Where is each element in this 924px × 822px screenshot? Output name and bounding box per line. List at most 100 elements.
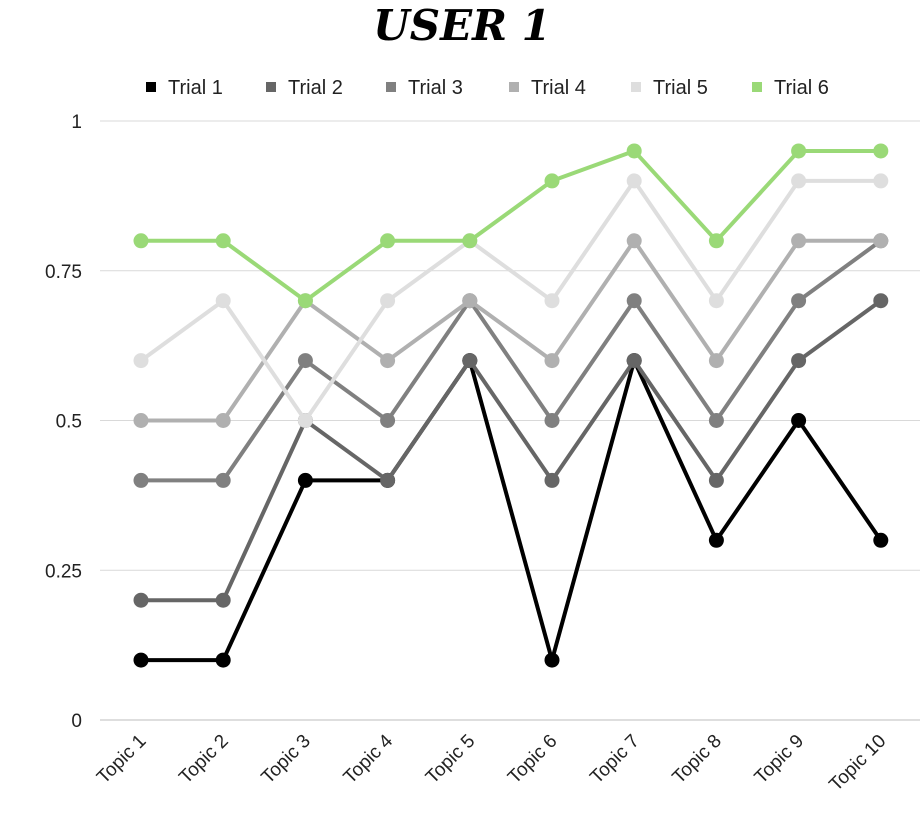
data-point — [791, 413, 807, 428]
legend-item: Trial 4 — [509, 77, 586, 99]
data-point — [462, 233, 478, 249]
legend-swatch — [266, 82, 276, 92]
legend-label: Trial 3 — [408, 77, 463, 99]
x-tick-label: Topic 9 — [751, 731, 808, 788]
data-point — [133, 233, 149, 249]
legend-label: Trial 2 — [288, 77, 343, 99]
legend-label: Trial 1 — [168, 77, 223, 99]
data-point — [215, 413, 231, 428]
data-point — [626, 353, 642, 369]
legend-item: Trial 2 — [266, 77, 343, 99]
data-point — [708, 293, 724, 309]
data-point — [626, 143, 642, 159]
series-2 — [133, 293, 889, 608]
series-1 — [133, 353, 889, 668]
data-point — [544, 652, 560, 668]
data-point — [215, 592, 231, 608]
data-point — [626, 293, 642, 309]
y-tick-label: 0.5 — [56, 412, 82, 433]
data-point — [791, 143, 807, 159]
data-point — [380, 293, 396, 309]
data-point — [297, 413, 313, 428]
legend-label: Trial 5 — [653, 77, 708, 99]
legend-swatch — [631, 82, 641, 92]
data-point — [873, 532, 889, 548]
data-point — [544, 173, 560, 189]
data-point — [873, 173, 889, 189]
data-point — [544, 293, 560, 309]
data-point — [462, 293, 478, 309]
data-point — [215, 233, 231, 249]
x-tick-label: Topic 3 — [258, 731, 315, 788]
data-point — [708, 233, 724, 249]
data-point — [133, 413, 149, 428]
legend-item: Trial 1 — [146, 77, 223, 99]
x-tick-label: Topic 2 — [175, 731, 232, 788]
legend-item: Trial 3 — [386, 77, 463, 99]
data-point — [791, 233, 807, 249]
data-point — [708, 353, 724, 369]
x-tick-label: Topic 4 — [340, 730, 398, 788]
data-point — [133, 472, 149, 488]
data-point — [708, 413, 724, 428]
data-point — [297, 472, 313, 488]
data-point — [791, 293, 807, 309]
data-point — [215, 472, 231, 488]
data-point — [873, 293, 889, 309]
data-point — [626, 173, 642, 189]
x-tick-label: Topic 8 — [669, 731, 726, 788]
legend-item: Trial 6 — [752, 77, 829, 99]
data-point — [297, 353, 313, 369]
x-tick-label: Topic 6 — [504, 731, 561, 788]
data-point — [133, 652, 149, 668]
y-tick-label: 0.25 — [45, 561, 82, 582]
data-point — [462, 353, 478, 369]
legend-swatch — [146, 82, 156, 92]
data-point — [544, 353, 560, 369]
series-lines — [133, 143, 889, 668]
y-tick-label: 1 — [71, 112, 82, 133]
data-point — [791, 353, 807, 369]
series-line — [139, 298, 883, 603]
x-tick-label: Topic 7 — [586, 731, 643, 788]
y-tick-label: 0.75 — [45, 262, 82, 283]
axes: 0 0.25 0.5 0.75 1 Topic 1 Topic 2 Topic 3 Topic … — [45, 112, 890, 796]
data-point — [626, 233, 642, 249]
series-line — [139, 178, 883, 423]
chart-title: USER 1 — [373, 1, 551, 50]
legend: Trial 1 Trial 2 Trial 3 Trial 4 Trial 5 Trial… — [146, 77, 829, 99]
data-point — [380, 472, 396, 488]
data-point — [133, 353, 149, 369]
data-point — [380, 413, 396, 428]
legend-label: Trial 4 — [531, 77, 586, 99]
data-point — [873, 143, 889, 159]
data-point — [544, 413, 560, 428]
data-point — [215, 293, 231, 309]
x-tick-label: Topic 5 — [422, 731, 479, 788]
data-point — [380, 353, 396, 369]
series-line — [139, 148, 883, 303]
data-point — [791, 173, 807, 189]
data-point — [215, 652, 231, 668]
legend-swatch — [752, 82, 762, 92]
data-point — [708, 472, 724, 488]
data-point — [708, 532, 724, 548]
series-4 — [133, 233, 889, 428]
series-line — [139, 238, 883, 423]
series-line — [139, 358, 883, 663]
data-point — [873, 233, 889, 249]
x-tick-label: Topic 1 — [93, 731, 150, 788]
data-point — [297, 293, 313, 309]
legend-item: Trial 5 — [631, 77, 708, 99]
series-line — [139, 238, 883, 483]
data-point — [544, 472, 560, 488]
legend-label: Trial 6 — [774, 77, 829, 99]
x-tick-label: Topic 10 — [825, 731, 890, 796]
data-point — [380, 233, 396, 249]
series-6 — [133, 143, 889, 309]
y-tick-label: 0 — [71, 711, 82, 732]
legend-swatch — [509, 82, 519, 92]
legend-swatch — [386, 82, 396, 92]
